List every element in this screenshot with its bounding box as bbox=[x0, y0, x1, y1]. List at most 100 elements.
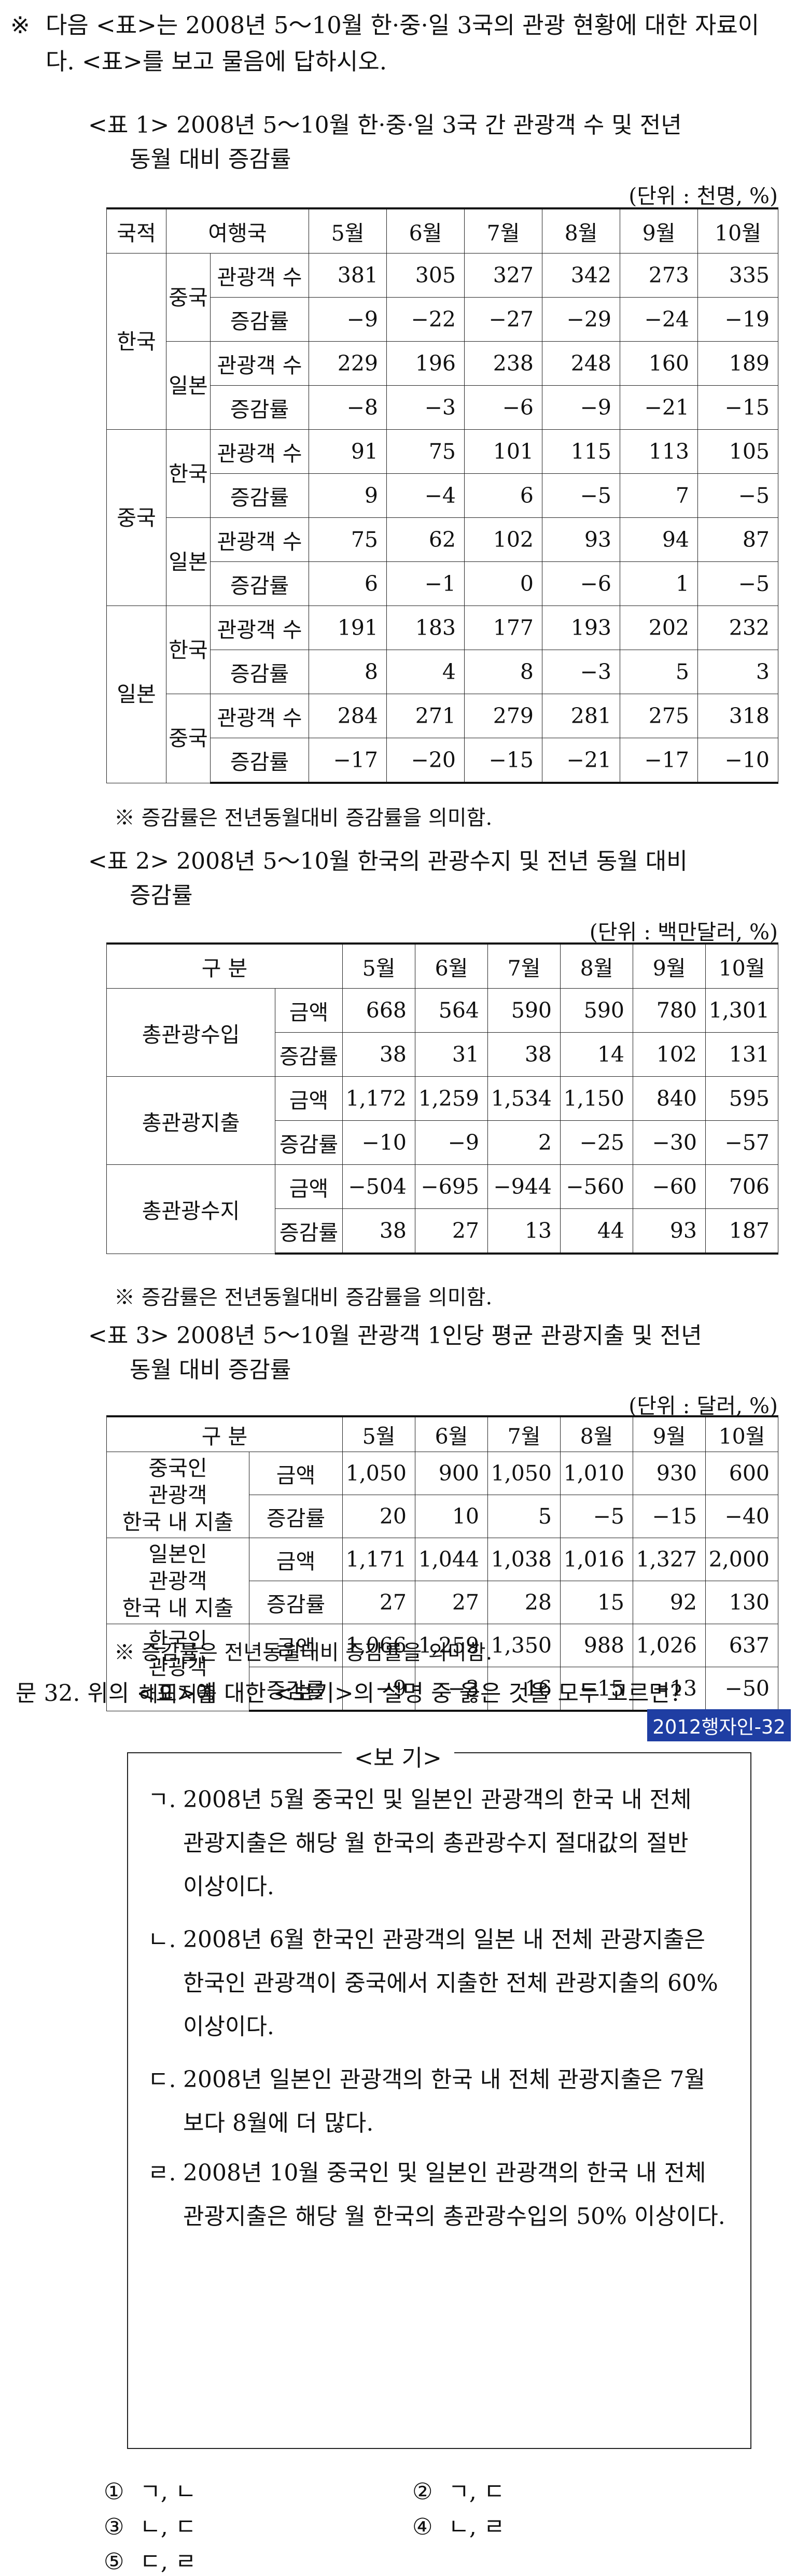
value-cell: 1,044 bbox=[415, 1538, 488, 1581]
table3-header-row: 구 분 5월 6월 7월 8월 9월 10월 bbox=[106, 1415, 779, 1452]
value-cell: 1,301 bbox=[705, 988, 779, 1033]
value-cell: −57 bbox=[705, 1120, 779, 1165]
row-label-cell: 관광객 수 bbox=[210, 694, 310, 738]
row-label-cell: 증감률 bbox=[210, 473, 310, 518]
header-category: 구 분 bbox=[106, 1415, 343, 1452]
value-cell: −560 bbox=[560, 1164, 634, 1209]
value-cell: 6 bbox=[464, 473, 543, 518]
value-cell: 1,050 bbox=[487, 1452, 561, 1495]
bogi-title: <보 기> bbox=[0, 1739, 796, 1772]
value-cell: 14 bbox=[560, 1032, 634, 1077]
bogi-item-line: 한국인 관광객이 중국에서 지출한 전체 관광지출의 60% bbox=[183, 1970, 718, 1996]
value-cell: −22 bbox=[386, 297, 465, 342]
choice-number: ① bbox=[104, 2479, 124, 2505]
bogi-item-text: 2008년 6월 한국인 관광객의 일본 내 전체 관광지출은 한국인 관광객이 … bbox=[183, 1918, 753, 2049]
row-label-cell: 증감률 bbox=[248, 1581, 343, 1624]
value-cell: −17 bbox=[309, 738, 387, 784]
bogi-title-text: <보 기> bbox=[342, 1745, 454, 1771]
value-cell: 1,350 bbox=[487, 1624, 561, 1667]
value-cell: 595 bbox=[705, 1076, 779, 1121]
value-cell: 342 bbox=[542, 253, 621, 298]
value-cell: 1,172 bbox=[342, 1076, 416, 1121]
value-cell: 3 bbox=[697, 650, 779, 694]
table-row: 증감률 −10 −9 2 −25 −30 −57 bbox=[107, 1120, 779, 1165]
value-cell: −15 bbox=[464, 738, 543, 784]
answer-choice[interactable]: ④ ㄴ, ㄹ bbox=[412, 2508, 505, 2541]
group-name-line: 중국인 bbox=[148, 1455, 207, 1481]
value-cell: −17 bbox=[620, 738, 699, 784]
bogi-item-text: 2008년 5월 중국인 및 일본인 관광객의 한국 내 전체 관광지출은 해당 … bbox=[183, 1778, 753, 1909]
table1-title-line1: <표 1> 2008년 5～10월 한·중·일 3국 간 관광객 수 및 전년 bbox=[88, 112, 682, 138]
table-row: 중국 한국 관광객 수 91 75 101 115 113 105 bbox=[106, 429, 779, 606]
row-label-cell: 금액 bbox=[248, 1538, 343, 1581]
table3-note: ※ 증감률은 전년동월대비 증감률을 의미함. bbox=[114, 1641, 493, 1665]
value-cell: 131 bbox=[705, 1032, 779, 1077]
answer-choice[interactable]: ① ㄱ, ㄴ bbox=[104, 2473, 196, 2506]
row-label-cell: 증감률 bbox=[274, 1208, 343, 1255]
table-row: 증감률 8 4 8 −3 5 3 bbox=[107, 650, 779, 694]
value-cell: 160 bbox=[620, 341, 699, 386]
answer-choice[interactable]: ⑤ ㄷ, ㄹ bbox=[104, 2543, 196, 2576]
table-row: 일본 관광객 수 229 196 238 248 160 189 bbox=[107, 341, 779, 430]
header-month: 9월 bbox=[620, 207, 699, 254]
value-cell: 275 bbox=[620, 694, 699, 738]
value-cell: 102 bbox=[633, 1032, 706, 1077]
header-destination: 여행국 bbox=[165, 207, 310, 254]
table-row: 일본 관광객 수 75 62 102 93 94 87 bbox=[107, 517, 779, 606]
header-month: 10월 bbox=[697, 207, 779, 254]
table-row: 증감률 −9 −3 16 −15 −13 −50 bbox=[107, 1667, 779, 1712]
value-cell: −50 bbox=[705, 1667, 779, 1712]
value-cell: −13 bbox=[633, 1667, 706, 1712]
value-cell: −3 bbox=[386, 385, 465, 430]
value-cell: −4 bbox=[386, 473, 465, 518]
row-label-cell: 증감률 bbox=[210, 738, 310, 784]
intro-text: 다음 <표>는 2008년 5～10월 한·중·일 3국의 관광 현황에 대한 … bbox=[46, 11, 760, 75]
value-cell: 202 bbox=[620, 606, 699, 650]
nation-cell: 한국 bbox=[106, 253, 166, 430]
header-month: 6월 bbox=[415, 1415, 488, 1452]
value-cell: 668 bbox=[342, 988, 416, 1033]
header-month: 8월 bbox=[560, 942, 634, 989]
row-label-cell: 관광객 수 bbox=[210, 429, 310, 474]
group-name-line: 한국 내 지출 bbox=[122, 1509, 234, 1535]
bogi-item-text: 2008년 일본인 관광객의 한국 내 전체 관광지출은 7월 보다 8월에 더 … bbox=[183, 2058, 753, 2145]
value-cell: −21 bbox=[620, 385, 699, 430]
value-cell: 327 bbox=[464, 253, 543, 298]
value-cell: 1,259 bbox=[415, 1624, 488, 1667]
answer-choice[interactable]: ③ ㄴ, ㄷ bbox=[104, 2508, 196, 2541]
table-row: 일본인 관광객 한국 내 지출 금액 1,171 1,044 1,038 1,016 1,327… bbox=[106, 1538, 779, 1624]
value-cell: 1,534 bbox=[487, 1076, 561, 1121]
value-cell: 38 bbox=[487, 1032, 561, 1077]
value-cell: 1,171 bbox=[342, 1538, 416, 1581]
choice-text: ㄴ, ㄷ bbox=[139, 2514, 197, 2540]
value-cell: 273 bbox=[620, 253, 699, 298]
destination-cell: 한국 bbox=[166, 606, 211, 694]
value-cell: 13 bbox=[487, 1208, 561, 1255]
value-cell: 238 bbox=[464, 341, 543, 386]
destination-cell: 중국 bbox=[166, 253, 211, 342]
row-label-cell: 금액 bbox=[274, 988, 343, 1033]
table1: 국적 여행국 5월 6월 7월 8월 9월 10월 한국 중국 관광객 수 381 305 327 342 2… bbox=[106, 207, 779, 784]
bogi-item-key: ㄴ. bbox=[148, 1926, 176, 1953]
header-month: 8월 bbox=[560, 1415, 634, 1452]
bogi-item-line: 2008년 10월 중국인 및 일본인 관광객의 한국 내 전체 bbox=[183, 2160, 706, 2186]
answer-choice[interactable]: ② ㄱ, ㄷ bbox=[412, 2473, 505, 2506]
value-cell: 115 bbox=[542, 429, 621, 474]
value-cell: 706 bbox=[705, 1164, 779, 1209]
table-row: 일본 한국 관광객 수 191 183 177 193 202 232 bbox=[106, 606, 779, 783]
header-category: 구 분 bbox=[106, 942, 343, 989]
value-cell: 318 bbox=[697, 694, 779, 738]
value-cell: 93 bbox=[542, 517, 621, 562]
value-cell: 1,050 bbox=[342, 1452, 416, 1495]
table2: 구 분 5월 6월 7월 8월 9월 10월 총관광수입 금액 668 564 590 590 780 1,… bbox=[106, 942, 779, 1255]
value-cell: −3 bbox=[542, 650, 621, 694]
value-cell: −24 bbox=[620, 297, 699, 342]
value-cell: 75 bbox=[309, 517, 387, 562]
value-cell: 281 bbox=[542, 694, 621, 738]
value-cell: −25 bbox=[560, 1120, 634, 1165]
nation-cell: 일본 bbox=[106, 606, 166, 783]
row-label-cell: 금액 bbox=[248, 1452, 343, 1495]
value-cell: 92 bbox=[633, 1581, 706, 1624]
table-row: 총관광수지 금액 −504 −695 −944 −560 −60 706 bbox=[106, 1164, 779, 1254]
bogi-item-line: 2008년 일본인 관광객의 한국 내 전체 관광지출은 7월 bbox=[183, 2066, 705, 2093]
